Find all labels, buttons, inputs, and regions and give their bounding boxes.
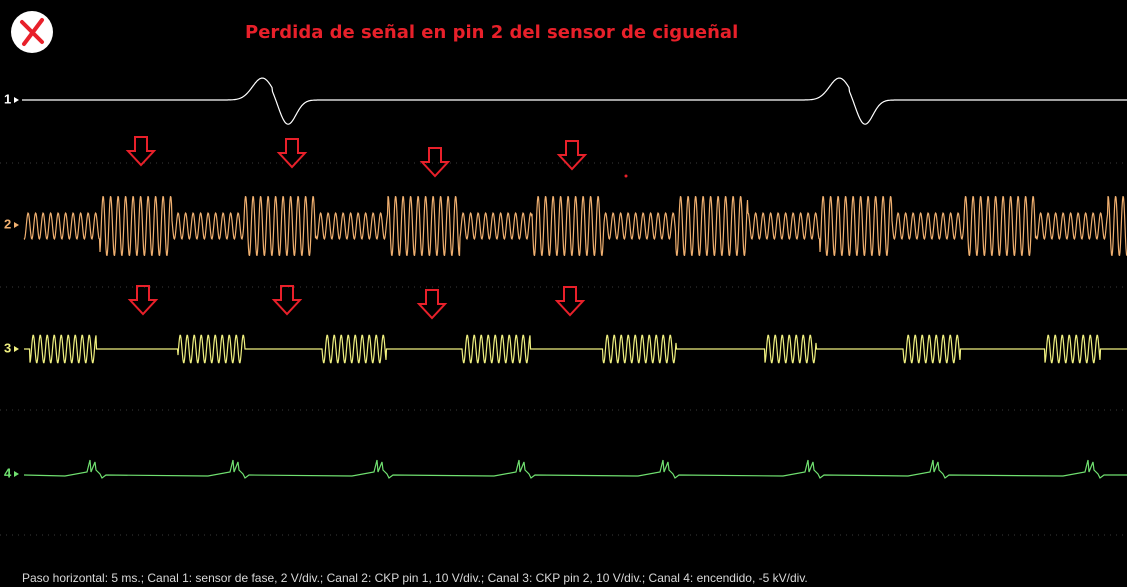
channel-marker — [14, 97, 19, 103]
traces — [22, 77, 1127, 479]
annotation-arrow — [276, 138, 308, 169]
arrows — [125, 136, 628, 320]
channel-label: 2 — [4, 216, 11, 231]
footer: Paso horizontal: 5 ms.; Canal 1: sensor … — [22, 571, 808, 585]
trace-2 — [23, 195, 1127, 257]
channel-label: 1 — [4, 91, 11, 106]
annotation-arrow — [419, 147, 451, 178]
channel-marker — [14, 471, 19, 477]
close-x[interactable] — [20, 18, 44, 46]
annotation-arrow — [554, 286, 586, 317]
annotation-arrow — [127, 285, 159, 316]
trace-3 — [24, 334, 1127, 364]
channel-marker — [14, 222, 19, 228]
channel-label: 4 — [4, 465, 12, 480]
annotation-arrow — [125, 136, 157, 167]
trace-1 — [22, 77, 1127, 125]
trace-4 — [23, 459, 1127, 479]
close-icon[interactable] — [11, 11, 53, 53]
annotation-arrow — [556, 140, 588, 171]
channel-label: 3 — [4, 340, 11, 355]
annotation-arrow — [271, 285, 303, 316]
channel-marker — [14, 346, 19, 352]
title: Perdida de señal en pin 2 del sensor de … — [245, 22, 738, 43]
annotation-dot — [624, 174, 628, 178]
annotation-arrow — [416, 289, 448, 320]
